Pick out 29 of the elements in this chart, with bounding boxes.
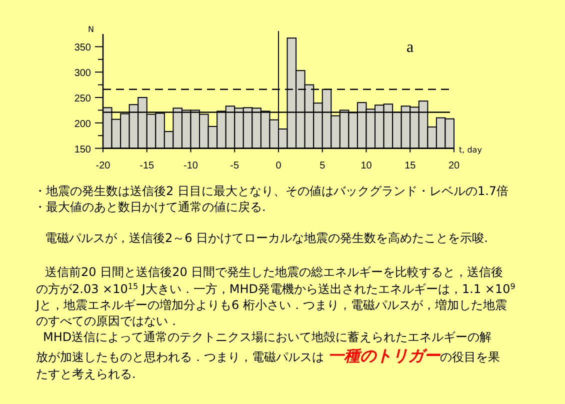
y-tick-label: 300 — [74, 68, 92, 80]
text: たすと考えられる. — [36, 367, 136, 381]
y-axis-title: N — [88, 25, 94, 34]
y-tick-label: 150 — [74, 144, 92, 156]
text: 電磁パルスが，送信後2～6 日かけてローカルな地震の発生数を高めたことを示唆. — [45, 231, 488, 245]
x-tick-label: 0 — [276, 160, 282, 172]
x-tick-label: 20 — [448, 160, 460, 172]
text: ・最大値のあと数日かけて通常の値に戻る. — [34, 200, 266, 214]
text: Jと，地震エネルギーの増加分よりも6 桁小さい．つまり，電磁パルスが，増加した地震 — [35, 298, 507, 312]
text: 送信前20 日間と送信後20 日間で発生した地震の総エネルギーを比較すると，送信後 — [45, 265, 504, 279]
text: MHD送信によって通常のテクトニクス場において地殻に蓄えられたエネルギーの解 — [43, 330, 492, 344]
x-tick-label: -5 — [230, 160, 240, 172]
x-tick-label: -20 — [96, 160, 111, 172]
y-tick-label: 200 — [74, 118, 92, 130]
text: の役目を果 — [440, 350, 500, 364]
x-tick-label: 5 — [320, 160, 326, 172]
x-tick-label: -10 — [184, 160, 198, 172]
text: 放が加速したものと思われる．つまり，電磁パルスは — [36, 350, 328, 364]
text: 一種のトリガー — [328, 346, 441, 365]
y-tick-label: 350 — [74, 42, 92, 54]
text: の方が2.03 ×10$^{15}$ J大きい．一方，MHD発電機から送出されたエネルギーは，1.1 ×10$^{9}$ — [36, 282, 516, 296]
annotation: a — [406, 39, 414, 56]
y-tick-label: 250 — [74, 94, 92, 104]
text: のすべての原因ではない． — [36, 314, 180, 328]
x-tick-label: 10 — [360, 160, 372, 172]
x-tick-label: 15 — [404, 160, 416, 172]
text: ・地震の発生数は送信後2 日目に最大となり、その値はバックグランド・レベルの1.7倍 — [34, 184, 509, 198]
x-tick-label: -15 — [140, 160, 155, 172]
x-axis-title: t, day — [459, 145, 482, 154]
